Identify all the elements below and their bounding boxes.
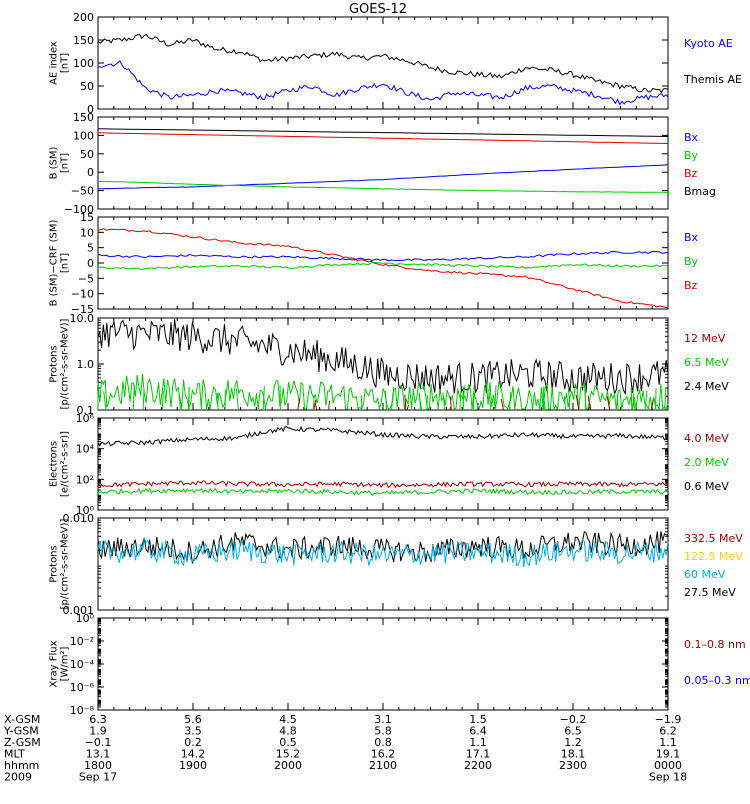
legend-entry: 0.6 MeV	[684, 480, 729, 493]
legend-entry: 6.5 MeV	[684, 356, 729, 369]
y-axis-label: Xray Flux[W/m²]	[49, 640, 71, 687]
y-tick-label: −50	[71, 185, 94, 198]
legend-entry: 0.05–0.3 nm	[684, 674, 750, 687]
y-tick-label: 10²	[76, 473, 94, 486]
legend-entry: 2.4 MeV	[684, 380, 729, 393]
legend-entry: 60 MeV	[684, 568, 726, 581]
legend-entry: Themis AE	[683, 73, 742, 86]
legend-entry: 0.1–0.8 nm	[684, 638, 746, 651]
y-tick-label: 10⁴	[76, 443, 95, 456]
legend-entry: Kyoto AE	[684, 37, 733, 50]
axis-row-value: Sep 17	[79, 771, 117, 784]
legend-entry: By	[684, 255, 699, 268]
axis-row-label: 2009	[4, 771, 32, 784]
legend-entry: 122.5 MeV	[684, 550, 743, 563]
y-tick-label: −10	[71, 288, 94, 301]
y-tick-label: 10⁶	[76, 412, 95, 425]
y-tick-label: 100	[73, 57, 94, 70]
y-tick-label: 50	[80, 80, 94, 93]
axis-row-value: 2000	[274, 759, 302, 772]
y-tick-label: 10⁻⁶	[70, 681, 95, 694]
legend-entry: By	[684, 149, 699, 162]
series-spike	[329, 401, 330, 410]
y-tick-label: 0	[87, 257, 94, 270]
y-tick-label: 150	[73, 34, 94, 47]
series-spike	[463, 386, 464, 410]
y-tick-label: 200	[73, 11, 94, 24]
axis-row-value: 2300	[559, 759, 587, 772]
series-spike	[427, 395, 428, 410]
y-tick-label: 10⁻⁴	[70, 658, 95, 671]
y-tick-label: 10⁰	[76, 612, 95, 625]
legend-entry: 4.0 MeV	[684, 432, 729, 445]
axis-row-value: 2200	[464, 759, 492, 772]
y-tick-label: 150	[73, 111, 94, 124]
y-tick-label: 100	[73, 129, 94, 142]
y-tick-label: 5	[87, 242, 94, 255]
axis-row-value: 1900	[179, 759, 207, 772]
legend-entry: 332.5 MeV	[684, 532, 743, 545]
legend-entry: Bmag	[684, 185, 716, 198]
y-tick-label: 10	[80, 226, 94, 239]
legend-entry: 2.0 MeV	[684, 456, 729, 469]
y-tick-label: 50	[80, 148, 94, 161]
series-spike	[361, 395, 362, 410]
y-tick-label: −5	[78, 272, 94, 285]
axis-row-value: 2100	[369, 759, 397, 772]
legend-entry: Bz	[684, 279, 698, 292]
series-spike	[631, 388, 632, 410]
y-tick-label: 10.0	[70, 312, 95, 325]
legend-entry: Bx	[684, 231, 699, 244]
legend-entry: Bz	[684, 167, 698, 180]
series-spike	[473, 385, 474, 410]
axis-row-value: Sep 18	[649, 771, 687, 784]
y-tick-label: 0	[87, 166, 94, 179]
y-tick-label: 1.0	[77, 358, 95, 371]
legend-entry: 27.5 MeV	[684, 586, 736, 599]
legend-entry: Bx	[684, 131, 699, 144]
y-tick-label: 10⁻²	[70, 635, 94, 648]
legend-entry: 12 MeV	[684, 332, 726, 345]
y-tick-label: 15	[80, 211, 94, 224]
plot-title: GOES-12	[349, 2, 407, 17]
